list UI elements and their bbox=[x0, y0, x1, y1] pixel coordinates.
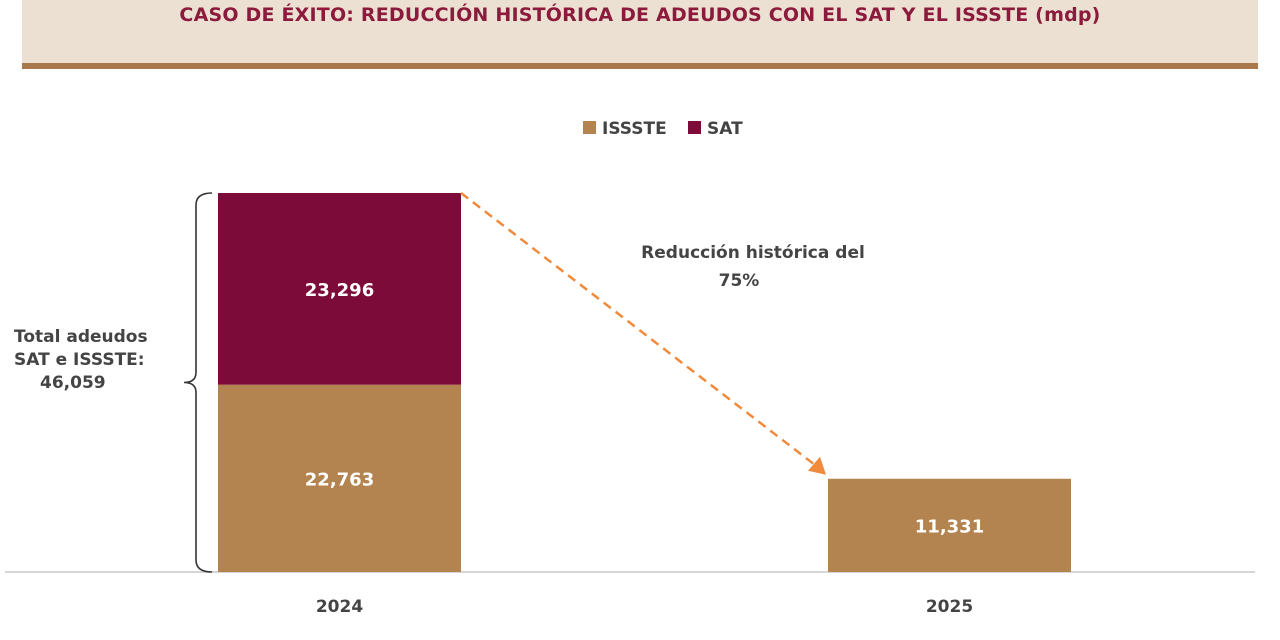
x-tick-label-2025: 2025 bbox=[926, 597, 973, 617]
total-label-line-1: Total adeudos bbox=[14, 327, 148, 347]
x-tick-label-2024: 2024 bbox=[316, 597, 363, 617]
data-label-sat-2024: 23,296 bbox=[305, 280, 374, 301]
total-label-line-2: SAT e ISSSTE: bbox=[14, 350, 145, 370]
arrow-head-icon bbox=[808, 456, 826, 475]
legend-label-issste: ISSSTE bbox=[602, 119, 667, 139]
reduction-label-line-1: Reducción histórica del bbox=[641, 243, 865, 263]
legend-swatch-issste bbox=[583, 121, 596, 134]
reduction-arrow bbox=[460, 192, 821, 470]
title-banner: CASO DE ÉXITO: REDUCCIÓN HISTÓRICA DE AD… bbox=[22, 0, 1258, 69]
total-brace bbox=[183, 192, 213, 573]
data-label-issste-2025: 11,331 bbox=[915, 516, 984, 537]
total-label-line-3: 46,059 bbox=[40, 373, 106, 393]
chart-title: CASO DE ÉXITO: REDUCCIÓN HISTÓRICA DE AD… bbox=[179, 4, 1101, 26]
legend-swatch-sat bbox=[688, 121, 701, 134]
reduction-label-line-2: 75% bbox=[719, 271, 760, 291]
data-label-issste-2024: 22,763 bbox=[305, 469, 374, 490]
legend-label-sat: SAT bbox=[707, 119, 743, 139]
bar-issste-2024 bbox=[218, 384, 461, 572]
bar-issste-2025 bbox=[828, 478, 1071, 572]
bar-sat-2024 bbox=[218, 193, 461, 385]
